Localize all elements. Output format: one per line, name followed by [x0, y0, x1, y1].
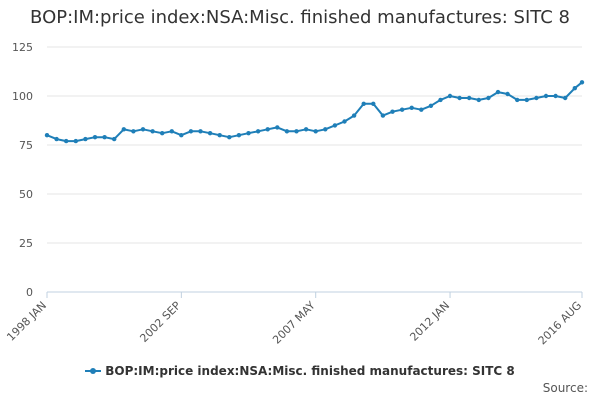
- data-point[interactable]: [207, 131, 213, 136]
- data-point[interactable]: [92, 135, 98, 140]
- legend-line-swatch: [85, 367, 102, 374]
- data-point[interactable]: [121, 127, 127, 132]
- data-point[interactable]: [160, 131, 165, 136]
- data-point[interactable]: [313, 129, 318, 134]
- data-point[interactable]: [380, 113, 386, 118]
- data-point[interactable]: [563, 95, 568, 101]
- legend[interactable]: BOP:IM:price index:NSA:Misc. finished ma…: [0, 364, 600, 378]
- data-point[interactable]: [131, 129, 136, 134]
- data-point[interactable]: [399, 107, 405, 112]
- data-point[interactable]: [534, 95, 539, 101]
- x-tick-label: 2002 SEP: [137, 299, 183, 345]
- data-point[interactable]: [409, 105, 414, 111]
- data-point[interactable]: [515, 97, 520, 103]
- data-point[interactable]: [323, 127, 328, 132]
- data-point[interactable]: [524, 97, 529, 103]
- data-point[interactable]: [83, 136, 88, 142]
- data-point[interactable]: [236, 133, 242, 138]
- data-point[interactable]: [476, 97, 481, 103]
- data-point[interactable]: [419, 107, 424, 112]
- data-point[interactable]: [255, 129, 261, 134]
- data-point[interactable]: [495, 89, 501, 95]
- chart-title: BOP:IM:price index:NSA:Misc. finished ma…: [30, 7, 570, 28]
- data-point[interactable]: [284, 129, 290, 134]
- data-point[interactable]: [179, 133, 184, 138]
- gridlines: [47, 46, 582, 244]
- legend-label: BOP:IM:price index:NSA:Misc. finished ma…: [105, 364, 515, 378]
- data-point[interactable]: [438, 97, 443, 103]
- data-point[interactable]: [294, 129, 299, 134]
- data-point[interactable]: [246, 131, 251, 136]
- data-point[interactable]: [390, 109, 395, 114]
- data-point[interactable]: [102, 135, 107, 140]
- data-point[interactable]: [275, 125, 280, 130]
- x-tick-label: 2007 MAY: [270, 299, 318, 347]
- data-point[interactable]: [428, 103, 434, 109]
- data-point[interactable]: [198, 129, 203, 134]
- data-point[interactable]: [332, 123, 338, 128]
- series-layer: [44, 80, 585, 144]
- data-point[interactable]: [63, 138, 69, 144]
- data-point[interactable]: [505, 91, 510, 97]
- data-point[interactable]: [54, 136, 59, 142]
- data-point[interactable]: [140, 127, 146, 132]
- y-tick-label: 100: [12, 90, 33, 103]
- x-axis-tick-labels: 1998 JAN 2002 SEP 2007 MAY 2012 JAN 2016 AUG: [4, 299, 584, 348]
- data-point[interactable]: [553, 93, 558, 99]
- x-axis: [46, 291, 583, 298]
- data-point[interactable]: [265, 127, 270, 132]
- data-point[interactable]: [572, 86, 577, 91]
- data-point[interactable]: [44, 133, 50, 138]
- data-point[interactable]: [303, 127, 309, 132]
- y-tick-label: 25: [19, 237, 33, 250]
- x-tick-label: 1998 JAN: [4, 299, 49, 344]
- y-tick-label: 0: [26, 286, 33, 299]
- data-point[interactable]: [73, 138, 79, 144]
- data-point[interactable]: [150, 129, 155, 134]
- data-point[interactable]: [486, 95, 491, 101]
- data-point[interactable]: [112, 136, 117, 142]
- data-point[interactable]: [227, 135, 232, 140]
- legend-marker: [90, 367, 97, 374]
- data-point[interactable]: [217, 133, 222, 138]
- data-point[interactable]: [447, 93, 453, 99]
- data-point[interactable]: [361, 101, 366, 107]
- data-point[interactable]: [457, 95, 462, 101]
- data-point[interactable]: [371, 101, 376, 107]
- data-point[interactable]: [351, 113, 357, 118]
- data-point[interactable]: [467, 95, 472, 101]
- y-tick-label: 75: [19, 139, 33, 152]
- data-point[interactable]: [579, 80, 585, 85]
- x-tick-label: 2016 AUG: [536, 299, 585, 348]
- y-tick-label: 50: [19, 188, 33, 201]
- x-tick-label: 2012 JAN: [407, 299, 452, 344]
- y-tick-label: 125: [12, 41, 33, 54]
- source-label: Source:: [542, 381, 588, 395]
- data-point[interactable]: [543, 93, 549, 99]
- y-axis-tick-labels: 0 25 50 75 100 125: [12, 41, 33, 299]
- data-point[interactable]: [169, 129, 174, 134]
- data-point[interactable]: [342, 119, 347, 124]
- data-point[interactable]: [188, 129, 194, 134]
